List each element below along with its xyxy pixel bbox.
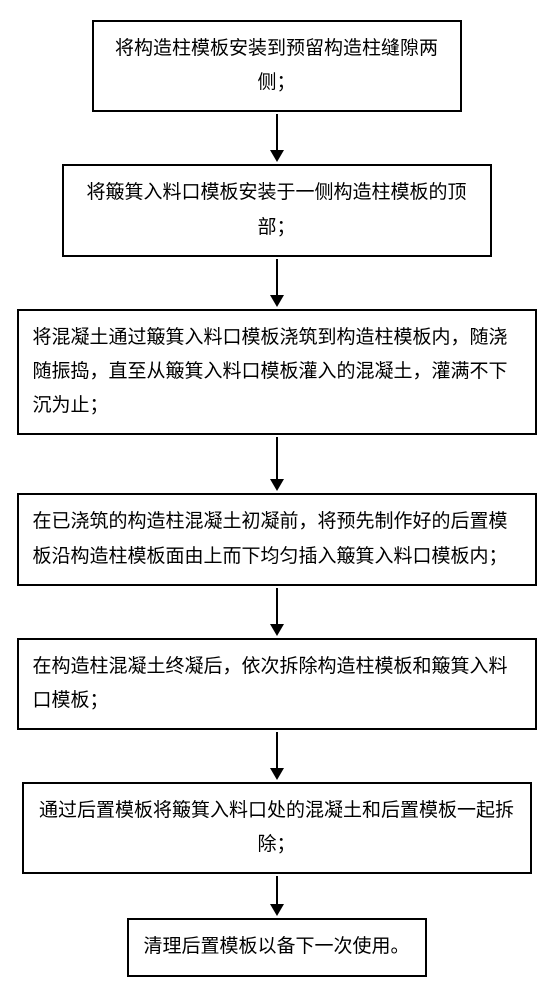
flow-step-2: 将簸箕入料口模板安装于一侧构造柱模板的顶部； (62, 164, 492, 256)
flow-step-text: 将构造柱模板安装到预留构造柱缝隙两侧； (115, 38, 438, 93)
flow-step-text: 通过后置模板将簸箕入料口处的混凝土和后置模板一起拆除； (39, 800, 514, 855)
arrow-shaft (276, 732, 278, 768)
arrow-head-icon (270, 295, 284, 307)
flowchart-container: 将构造柱模板安装到预留构造柱缝隙两侧； 将簸箕入料口模板安装于一侧构造柱模板的顶部… (15, 20, 538, 977)
arrow-head-icon (270, 150, 284, 162)
flow-step-7: 清理后置模板以备下一次使用。 (127, 918, 427, 976)
flow-step-6: 通过后置模板将簸箕入料口处的混凝土和后置模板一起拆除； (22, 782, 532, 874)
flow-step-3: 将混凝土通过簸箕入料口模板浇筑到构造柱模板内，随浇随振捣，直至从簸箕入料口模板灌… (17, 309, 537, 436)
arrow-shaft (276, 437, 278, 479)
flow-step-5: 在构造柱混凝土终凝后，依次拆除构造柱模板和簸箕入料口模板； (17, 638, 537, 730)
flow-step-4: 在已浇筑的构造柱混凝土初凝前，将预先制作好的后置模板沿构造柱模板面由上而下均匀插… (17, 493, 537, 585)
arrow-head-icon (270, 768, 284, 780)
flow-arrow (270, 876, 284, 916)
flow-step-1: 将构造柱模板安装到预留构造柱缝隙两侧； (92, 20, 462, 112)
flow-arrow (270, 732, 284, 780)
arrow-head-icon (270, 904, 284, 916)
arrow-shaft (276, 876, 278, 904)
flow-arrow (270, 588, 284, 636)
flow-step-text: 在构造柱混凝土终凝后，依次拆除构造柱模板和簸箕入料口模板； (33, 656, 508, 711)
flow-step-text: 将混凝土通过簸箕入料口模板浇筑到构造柱模板内，随浇随振捣，直至从簸箕入料口模板灌… (33, 327, 508, 416)
flow-step-text: 清理后置模板以备下一次使用。 (143, 936, 409, 957)
flow-arrow (270, 259, 284, 307)
arrow-shaft (276, 114, 278, 150)
arrow-head-icon (270, 479, 284, 491)
arrow-head-icon (270, 624, 284, 636)
flow-step-text: 在已浇筑的构造柱混凝土初凝前，将预先制作好的后置模板沿构造柱模板面由上而下均匀插… (33, 511, 508, 566)
arrow-shaft (276, 259, 278, 295)
arrow-shaft (276, 588, 278, 624)
flow-arrow (270, 114, 284, 162)
flow-step-text: 将簸箕入料口模板安装于一侧构造柱模板的顶部； (86, 182, 466, 237)
flow-arrow (270, 437, 284, 491)
